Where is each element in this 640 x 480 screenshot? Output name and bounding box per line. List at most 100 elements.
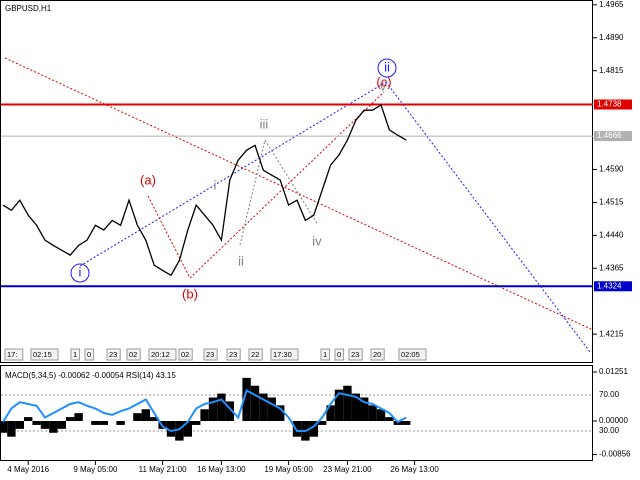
- macd-bar: [24, 417, 33, 422]
- period-label: 1: [73, 350, 77, 359]
- period-box: [148, 348, 177, 361]
- macd-bar: [376, 409, 386, 422]
- period-label: 17:: [7, 350, 17, 359]
- y-tick-label: 1.4890: [599, 33, 624, 42]
- period-label: 02:05: [401, 350, 420, 359]
- wave-label: i: [79, 264, 82, 279]
- chart-title: GBPUSD,H1: [5, 4, 52, 13]
- level-label-box: [594, 131, 632, 142]
- period-box: [270, 348, 299, 361]
- macd-bar: [225, 401, 234, 422]
- macd-bar: [326, 405, 335, 422]
- indicator-title: MACD(5,34,5) -0.00062 -0.00054 RSI(14) 4…: [5, 371, 176, 380]
- period-label: 02:15: [33, 350, 52, 359]
- macd-bar: [259, 393, 268, 422]
- macd-bar: [217, 393, 226, 422]
- trend-line: [264, 139, 319, 226]
- macd-bar: [351, 393, 360, 422]
- x-tick-label: 26 May 13:00: [390, 465, 439, 474]
- macd-bar: [183, 421, 192, 437]
- macd-bar: [292, 421, 302, 437]
- period-label: 0: [87, 350, 91, 359]
- wave-label: iii: [260, 116, 269, 131]
- period-label: 23: [109, 350, 117, 359]
- macd-bar: [40, 421, 50, 429]
- level-label: 1.4324: [597, 281, 622, 290]
- macd-bar: [141, 409, 150, 422]
- trend-line: [239, 139, 266, 246]
- x-tick-label: 23 May 21:00: [323, 465, 372, 474]
- period-box: [320, 348, 331, 361]
- period-box: [70, 348, 81, 361]
- y-tick-label: 1.4365: [599, 263, 624, 272]
- period-box: [84, 348, 95, 361]
- period-label: 0: [337, 350, 341, 359]
- macd-bar: [150, 417, 159, 422]
- macd-bar: [343, 385, 352, 422]
- y-tick-label: 1.4515: [599, 198, 624, 207]
- wave-label: iv: [312, 233, 322, 248]
- period-box: [203, 348, 218, 361]
- period-label: 02: [181, 350, 189, 359]
- period-box: [4, 348, 24, 361]
- wave-label: v: [380, 78, 387, 93]
- period-box: [226, 348, 241, 361]
- wave-label: ii: [384, 59, 390, 74]
- price-line: [2, 103, 407, 277]
- macd-bar: [74, 413, 83, 422]
- period-box: [248, 348, 263, 361]
- period-label: 23: [351, 350, 359, 359]
- macd-bar: [385, 417, 394, 422]
- macd-bar: [318, 421, 327, 425]
- x-tick-label: 9 May 05:00: [73, 465, 118, 474]
- macd-bar: [276, 405, 285, 422]
- macd-bar: [32, 421, 41, 425]
- period-label: 20: [373, 350, 381, 359]
- wave-label: i: [214, 177, 217, 192]
- x-tick-label: 19 May 05:00: [264, 465, 313, 474]
- x-tick-label: 4 May 2016: [7, 465, 49, 474]
- period-label: 20:12: [151, 350, 170, 359]
- macd-bar: [15, 421, 24, 429]
- macd-bar: [208, 397, 218, 422]
- macd-bar: [175, 421, 184, 441]
- level-label: 1.4738: [597, 100, 622, 109]
- period-box: [178, 348, 193, 361]
- macd-bar: [99, 421, 108, 425]
- wave-label: ii: [238, 253, 244, 268]
- macd-bar: [166, 421, 176, 437]
- wave-label: (a): [140, 172, 156, 187]
- period-label: 02: [129, 350, 137, 359]
- y2-tick-label: 30.00: [599, 426, 620, 435]
- period-box: [106, 348, 121, 361]
- y-tick-label: 0.01251: [599, 367, 628, 376]
- macd-bar: [334, 389, 344, 422]
- macd-bar: [360, 397, 369, 422]
- wave-label: (c): [376, 74, 391, 89]
- trend-line: [385, 81, 591, 353]
- wave-circle: [377, 58, 397, 78]
- x-tick-label: 16 May 13:00: [197, 465, 246, 474]
- main-frame: [0, 0, 593, 363]
- macd-bar: [49, 421, 58, 433]
- macd-bar: [242, 377, 251, 422]
- macd-bar: [200, 409, 209, 422]
- indicator-frame: [0, 365, 593, 461]
- macd-bar: [267, 397, 276, 422]
- macd-bar: [0, 421, 8, 433]
- macd-bar: [250, 385, 260, 422]
- macd-bar: [116, 421, 125, 425]
- y-tick-label: 1.4215: [599, 329, 624, 338]
- period-box: [398, 348, 427, 361]
- period-label: 23: [229, 350, 237, 359]
- wave-label: (b): [182, 286, 198, 301]
- period-label: 23: [206, 350, 214, 359]
- macd-bar: [91, 421, 100, 425]
- period-box: [334, 348, 345, 361]
- period-label: 22: [251, 350, 259, 359]
- y-tick-label: -0.00856: [599, 450, 631, 459]
- period-box: [126, 348, 141, 361]
- price-line: [2, 389, 407, 433]
- level-label-box: [594, 99, 632, 110]
